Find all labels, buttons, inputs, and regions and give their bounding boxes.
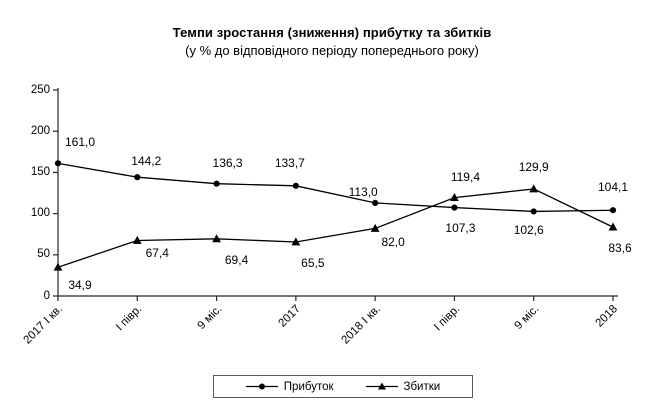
losses-marker	[450, 193, 459, 202]
data-label: 67,4	[145, 246, 169, 261]
losses-marker	[291, 237, 301, 246]
y-tick-label: 200	[30, 124, 50, 137]
data-label: 144,2	[131, 154, 162, 169]
losses-marker	[370, 223, 380, 232]
y-tick-label: 150	[30, 165, 50, 178]
profit-marker	[530, 208, 537, 215]
legend: Прибуток Збитки	[213, 375, 473, 398]
losses-marker	[608, 222, 618, 231]
profit-marker	[292, 182, 299, 189]
losses-marker-icon	[365, 382, 398, 390]
y-tick-label: 100	[30, 207, 50, 220]
profit-line	[57, 162, 614, 213]
data-label: 102,6	[513, 223, 544, 238]
y-tick-label: 250	[30, 83, 50, 96]
chart-subtitle: (у % до відповідного періоду попередньог…	[185, 43, 479, 58]
profit-marker	[134, 174, 141, 181]
data-label: 104,1	[597, 180, 629, 195]
legend-item-profit: Прибуток	[245, 380, 334, 393]
data-label: 129,9	[518, 159, 549, 174]
data-label: 107,3	[445, 220, 476, 235]
losses-marker	[529, 184, 539, 193]
losses-marker	[212, 234, 221, 243]
profit-marker	[451, 204, 458, 211]
data-label: 133,7	[274, 155, 305, 170]
legend-label: Збитки	[403, 380, 441, 393]
y-tick-label: 50	[37, 248, 50, 261]
data-label: 119,4	[450, 169, 480, 184]
losses-line	[57, 188, 614, 268]
data-label: 136,3	[212, 155, 243, 170]
profit-marker	[54, 160, 62, 167]
losses-marker	[132, 235, 142, 244]
legend-item-losses: Збитки	[365, 380, 441, 393]
profit-marker	[609, 207, 617, 214]
profit-marker	[372, 199, 379, 206]
data-label: 161,0	[64, 135, 96, 150]
legend-label: Прибуток	[283, 380, 334, 393]
data-label: 65,5	[301, 256, 325, 271]
data-label: 82,0	[381, 235, 405, 250]
profit-marker	[213, 180, 220, 187]
data-label: 34,9	[68, 278, 92, 293]
data-label: 69,4	[224, 252, 249, 267]
profit-marker-icon	[245, 383, 278, 390]
losses-marker	[53, 262, 63, 271]
chart-title: Темпи зростання (зниження) прибутку та з…	[172, 25, 492, 40]
y-tick-label: 0	[43, 289, 50, 302]
data-label: 83,6	[608, 241, 632, 256]
data-label: 113,0	[348, 184, 378, 199]
